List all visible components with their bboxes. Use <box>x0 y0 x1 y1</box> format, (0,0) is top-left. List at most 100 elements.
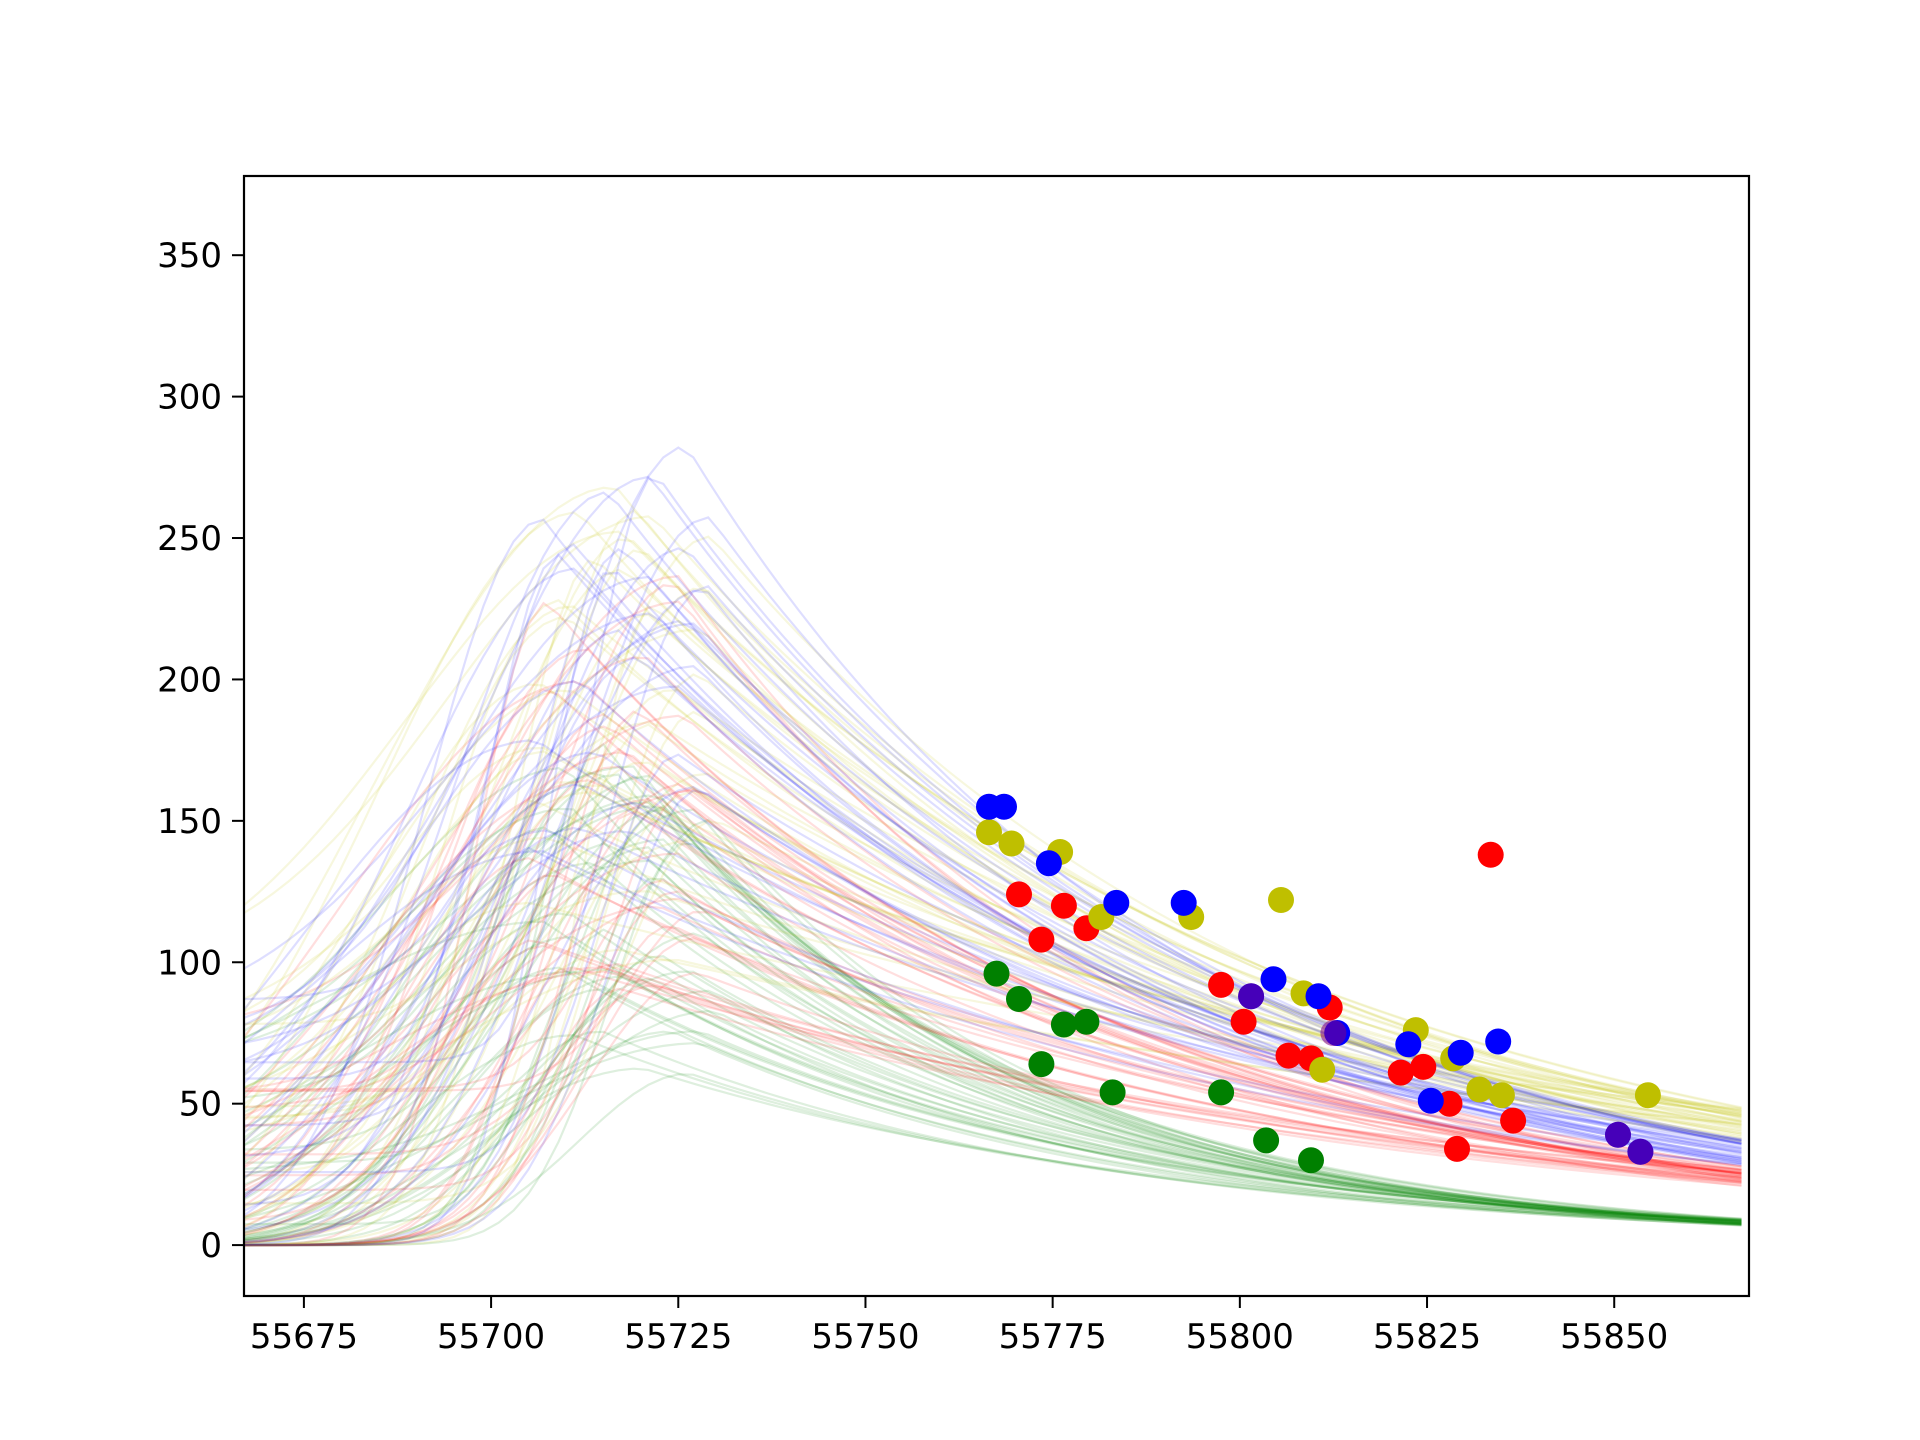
data-point <box>1634 1082 1661 1109</box>
model-curve <box>244 970 1742 1222</box>
model-curve <box>244 838 1742 1223</box>
model-curve <box>244 790 1742 1246</box>
y-tick-label: 100 <box>157 943 222 983</box>
model-curve <box>244 656 1742 1168</box>
y-tick-label: 250 <box>157 519 222 559</box>
model-curve <box>244 1033 1742 1225</box>
model-curve <box>244 1042 1742 1225</box>
y-axis: 0 50 100 150 200 250 300 350 <box>157 236 244 1266</box>
model-curve <box>244 605 1742 1159</box>
y-tick-label: 150 <box>157 802 222 842</box>
model-curve <box>244 861 1742 1222</box>
model-curve <box>244 970 1742 1240</box>
model-curve <box>244 829 1742 1166</box>
model-curve <box>244 989 1742 1241</box>
model-curve <box>244 723 1742 1247</box>
data-point <box>1170 889 1197 916</box>
data-point <box>1477 841 1504 868</box>
model-curve <box>244 575 1742 1161</box>
model-curve <box>244 774 1742 1226</box>
data-point <box>1050 1011 1077 1038</box>
model-curve <box>244 901 1742 1142</box>
data-point <box>1268 887 1294 913</box>
model-curve <box>244 890 1742 1247</box>
model-curve <box>244 1030 1742 1226</box>
model-curve <box>244 600 1742 1176</box>
model-curve <box>244 962 1742 1244</box>
model-curve <box>244 970 1742 1187</box>
model-curve <box>244 966 1742 1179</box>
x-axis: 55675 55700 55725 55750 55775 55800 55825 55850 <box>250 1296 1668 1357</box>
model-curve <box>244 568 1742 1221</box>
model-curve <box>244 742 1742 1247</box>
model-curve <box>244 807 1742 1226</box>
model-curve <box>244 1067 1742 1237</box>
model-curve <box>244 794 1742 1223</box>
model-curve <box>244 819 1742 1205</box>
data-point <box>1320 1020 1347 1046</box>
model-curve <box>244 810 1742 1247</box>
model-curve <box>244 775 1742 1224</box>
model-curve <box>244 987 1742 1247</box>
plot-frame <box>242 174 1751 1298</box>
model-curve <box>244 920 1742 1225</box>
model-curve <box>244 842 1742 1247</box>
model-curve <box>244 955 1742 1247</box>
data-point <box>1050 892 1077 919</box>
model-curve <box>244 897 1742 1175</box>
data-point <box>1208 1079 1235 1106</box>
model-curve <box>244 765 1742 1219</box>
model-curve <box>244 629 1742 1165</box>
data-point <box>1500 1107 1527 1134</box>
model-curve <box>244 628 1742 1142</box>
model-curve <box>244 984 1742 1180</box>
x-tick-label: 55750 <box>811 1317 919 1357</box>
data-point <box>1410 1053 1437 1080</box>
x-tick-label: 55725 <box>624 1317 732 1357</box>
model-curve <box>244 856 1742 1207</box>
data-point <box>1298 1147 1324 1174</box>
model-curve <box>244 877 1742 1247</box>
model-curve <box>244 968 1742 1223</box>
model-curve <box>244 750 1742 1126</box>
model-curve <box>244 850 1742 1159</box>
model-curve <box>244 789 1742 1247</box>
data-point <box>1253 1127 1280 1154</box>
model-curve <box>244 613 1742 1119</box>
model-curve <box>244 966 1742 1247</box>
data-point <box>1260 966 1287 993</box>
model-curve <box>244 575 1742 1176</box>
model-curve <box>244 842 1742 1239</box>
data-point <box>1447 1039 1474 1066</box>
data-point <box>1275 1042 1302 1069</box>
data-point <box>983 960 1010 987</box>
model-curve <box>244 765 1742 1226</box>
model-curve <box>244 846 1742 1246</box>
x-tick-label: 55850 <box>1560 1317 1668 1357</box>
x-tick-label: 55800 <box>1186 1317 1294 1357</box>
data-point <box>1395 1031 1422 1058</box>
model-curve <box>244 830 1742 1151</box>
model-curve <box>244 680 1742 1162</box>
model-curve <box>244 859 1742 1225</box>
model-curve <box>244 509 1742 1143</box>
model-curve <box>244 797 1742 1234</box>
model-curve <box>244 511 1742 1135</box>
model-curve <box>244 910 1742 1172</box>
model-curve <box>244 988 1742 1239</box>
data-point <box>1035 850 1062 877</box>
y-tick-label: 50 <box>179 1085 222 1125</box>
y-tick-label: 200 <box>157 660 222 700</box>
model-curve <box>244 944 1742 1236</box>
data-point <box>1488 1082 1515 1109</box>
model-curve <box>244 714 1742 1168</box>
model-curve <box>244 932 1742 1245</box>
data-point <box>998 830 1025 857</box>
x-tick-label: 55825 <box>1373 1317 1481 1357</box>
model-curve <box>244 826 1742 1200</box>
model-curve <box>244 751 1742 1187</box>
model-curve <box>244 1009 1742 1242</box>
data-point <box>1006 986 1032 1012</box>
model-curve <box>244 928 1742 1226</box>
